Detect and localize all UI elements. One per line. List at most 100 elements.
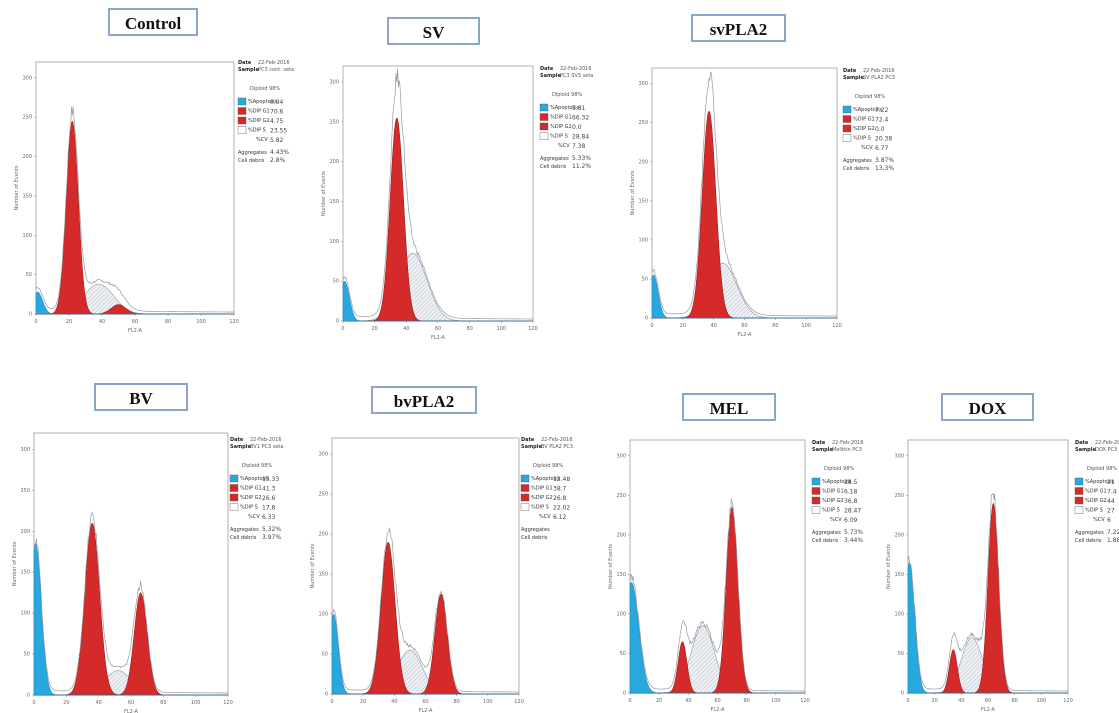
- x-tick-label: 100: [497, 326, 507, 332]
- aggregates-value: 5.73%: [844, 529, 863, 536]
- panel-4: 0 50 100 150 200 250 300 0 20 40 60 80 100 120 FL2-A Nu…: [12, 432, 283, 713]
- x-tick-label: 20: [66, 319, 72, 325]
- aggregates-value: 3.87%: [875, 157, 894, 164]
- y-tick-label: 250: [894, 493, 904, 499]
- legend-value-g1: 70.6: [270, 109, 284, 116]
- legend-swatch-apoptosis: [229, 474, 239, 483]
- raw-histogram-envelope: [651, 71, 837, 317]
- legend-swatch-g1: [539, 113, 549, 121]
- y-tick-label: 300: [638, 81, 648, 87]
- y-tick-label: 0: [325, 692, 328, 698]
- debris-label: Cell debris: [540, 164, 567, 170]
- legend-value-apoptosis: 0.94: [270, 99, 284, 106]
- y-tick-label: 100: [638, 237, 648, 243]
- panel-3: 0 50 100 150 200 250 300 0 20 40 60 80 100 120 FL2-A Nu…: [630, 67, 895, 338]
- apoptosis-peak: [331, 613, 519, 695]
- legend-label-apoptosis: %Apoptosis: [531, 476, 561, 482]
- x-tick-label: 40: [685, 698, 691, 704]
- legend-header: Diploid 98%: [533, 463, 563, 469]
- legend-header: Diploid 98%: [242, 463, 272, 469]
- legend-value-cv: 6.12: [553, 514, 567, 521]
- legend-label-apoptosis: %Apoptosis: [240, 476, 270, 482]
- meta-sample-label: Sample: [238, 67, 259, 73]
- legend-swatch-g1: [1074, 487, 1084, 495]
- y-tick-label: 200: [894, 532, 904, 538]
- meta-sample-value: Melittin PC3: [832, 447, 862, 453]
- x-tick-label: 60: [422, 699, 428, 705]
- legend-label-g2: %DIP G2: [822, 498, 844, 504]
- x-tick-label: 60: [132, 319, 138, 325]
- legend-label-s: %DIP S: [853, 136, 871, 142]
- x-tick-label: 20: [656, 698, 662, 704]
- legend-value-cv: 6: [1107, 517, 1111, 524]
- meta-date-label: Date: [843, 68, 857, 74]
- x-tick-label: 0: [32, 700, 35, 706]
- debris-value: 3.97%: [262, 534, 281, 541]
- y-tick-label: 300: [318, 452, 328, 458]
- panel-7: 0 50 100 150 200 250 300 0 20 40 60 80 100 120 FL2-A Nu…: [886, 439, 1119, 713]
- legend-label-apoptosis: %Apoptosis: [822, 479, 852, 485]
- panel-title-mel: MEL: [682, 393, 776, 421]
- y-tick-label: 200: [20, 529, 30, 535]
- y-tick-label: 200: [616, 532, 626, 538]
- y-tick-label: 150: [894, 572, 904, 578]
- meta-sample-label: Sample: [843, 75, 864, 81]
- x-tick-label: 0: [650, 323, 653, 329]
- meta-date-value: 22-Feb-2016: [258, 60, 290, 66]
- legend-value-g2: 4.75: [270, 118, 284, 125]
- x-tick-label: 60: [741, 323, 747, 329]
- x-axis-title: FL2-A: [431, 335, 446, 341]
- x-tick-label: 20: [371, 326, 377, 332]
- raw-histogram-envelope: [629, 498, 805, 692]
- meta-sample-label: Sample: [540, 73, 561, 79]
- legend-value-apoptosis: 15.33: [262, 476, 279, 483]
- y-tick-label: 0: [645, 316, 648, 322]
- debris-label: Cell debris: [521, 535, 548, 541]
- y-tick-label: 200: [22, 154, 32, 160]
- x-tick-label: 120: [229, 319, 239, 325]
- legend-swatch-s: [539, 132, 549, 140]
- legend-swatch-g2: [229, 493, 239, 502]
- y-tick-label: 300: [616, 453, 626, 459]
- legend-value-apoptosis: 5.81: [572, 105, 586, 112]
- meta-date-value: 22-Feb-2016: [863, 68, 895, 74]
- legend-label-cv: %CV: [539, 514, 551, 520]
- x-tick-label: 20: [360, 699, 366, 705]
- legend-label-g2: %DIP G2: [248, 118, 270, 124]
- meta-date-value: 22-Feb-2016: [541, 437, 573, 443]
- legend-value-g1: 66.32: [572, 115, 589, 122]
- legend-label-g2: %DIP G2: [550, 124, 572, 130]
- meta-date-value: 22-Feb-2016: [1095, 440, 1119, 446]
- meta-sample-value: SV PLA2 PC3: [863, 75, 895, 81]
- x-tick-label: 120: [1063, 698, 1073, 704]
- x-tick-label: 80: [453, 699, 459, 705]
- y-tick-label: 200: [638, 159, 648, 165]
- y-tick-label: 250: [329, 119, 339, 125]
- x-tick-label: 40: [391, 699, 397, 705]
- aggregates-value: 5.32%: [262, 526, 281, 533]
- meta-date-label: Date: [1075, 440, 1089, 446]
- legend-swatch-g2: [520, 493, 530, 502]
- legend-label-g1: %DIP G1: [822, 489, 844, 495]
- legend-label-cv: %CV: [558, 143, 570, 149]
- aggregates-label: Aggregates: [230, 527, 259, 533]
- legend-label-g1: %DIP G1: [248, 109, 270, 115]
- legend-value-g2: 26.8: [553, 495, 567, 502]
- x-tick-label: 120: [514, 699, 524, 705]
- x-tick-label: 100: [801, 323, 811, 329]
- legend-swatch-s: [229, 503, 239, 511]
- legend-value-g1: 41.3: [262, 486, 276, 493]
- debris-value: 13.3%: [875, 165, 894, 172]
- debris-label: Cell debris: [812, 538, 839, 544]
- y-tick-label: 0: [336, 319, 339, 325]
- y-tick-label: 50: [322, 652, 328, 658]
- x-tick-label: 0: [330, 699, 333, 705]
- meta-sample-label: Sample: [1075, 447, 1096, 453]
- x-tick-label: 120: [528, 326, 538, 332]
- legend-header: Diploid 98%: [855, 94, 885, 100]
- raw-histogram-envelope: [35, 106, 234, 313]
- x-tick-label: 20: [931, 698, 937, 704]
- legend-value-cv: 6.33: [262, 514, 276, 521]
- meta-sample-label: Sample: [521, 444, 542, 450]
